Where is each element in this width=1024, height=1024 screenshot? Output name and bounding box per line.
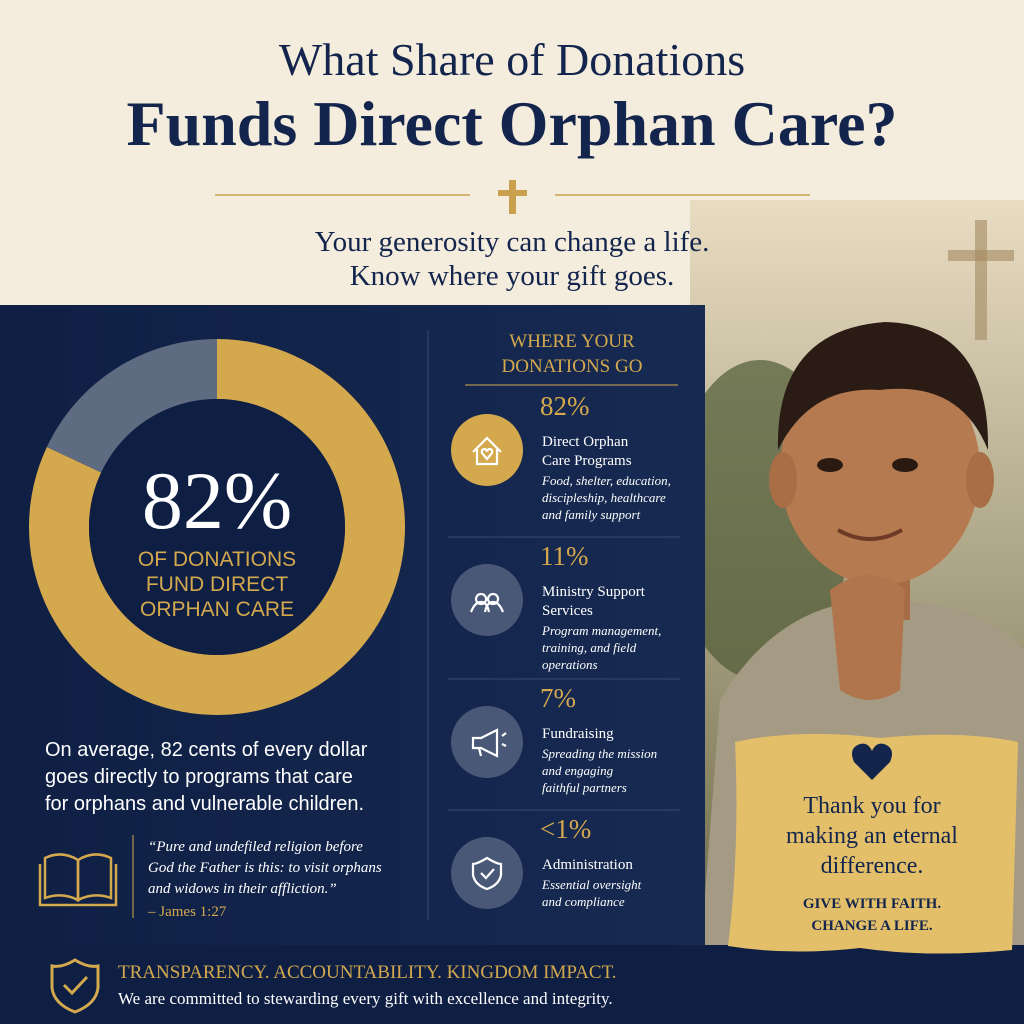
quote: and widows in their affliction.” (148, 881, 337, 897)
item-desc: Program management, (541, 623, 661, 638)
item-icon (471, 856, 503, 891)
subtitle: Know where your gift goes. (350, 260, 675, 292)
item-icon (469, 592, 505, 613)
item-desc: discipleship, healthcare (542, 490, 666, 505)
quote-source: – James 1:27 (147, 904, 227, 920)
item-title: Ministry Support (542, 584, 646, 600)
donut-chart (28, 339, 405, 715)
quote: “Pure and undefiled religion before (148, 839, 363, 855)
item-icon (471, 728, 507, 758)
footer-bg (0, 945, 1024, 1024)
item-title: Services (542, 603, 593, 619)
item-desc: and engaging (542, 763, 614, 778)
center-caption: FUND DIRECT (146, 573, 288, 596)
breakdown-heading: DONATIONS GO (502, 356, 643, 377)
item-percent: 7% (540, 683, 576, 713)
item-title: Direct Orphan (542, 434, 629, 450)
donut-hole (89, 399, 345, 655)
item-desc: and family support (542, 507, 641, 522)
bible-icon (38, 853, 118, 907)
tagline: CHANGE A LIFE. (811, 918, 933, 934)
center-caption: OF DONATIONS (138, 548, 296, 571)
thanks-card (728, 733, 1018, 954)
summary: goes directly to programs that care (45, 766, 353, 788)
item-desc: Essential oversight (541, 877, 642, 892)
item-icon-bg (451, 837, 523, 909)
summary: for orphans and vulnerable children. (45, 793, 364, 815)
subtitle: Your generosity can change a life. (315, 226, 710, 258)
item-percent: 11% (540, 541, 589, 571)
divider (215, 180, 810, 214)
item-desc: and compliance (542, 894, 625, 909)
item-title: Care Programs (542, 453, 632, 469)
thanks-text: Thank you for (803, 793, 940, 819)
footer-text: We are committed to stewarding every gif… (118, 989, 613, 1008)
donut-slice (28, 339, 405, 715)
breakdown-heading: WHERE YOUR (509, 331, 635, 352)
item-desc: Spreading the mission (542, 746, 657, 761)
item-desc: Food, shelter, education, (541, 473, 671, 488)
item-percent: 82% (540, 391, 590, 421)
item-desc: operations (542, 657, 598, 672)
center-value: 82% (142, 455, 292, 546)
item-desc: faithful partners (542, 780, 627, 795)
item-percent: <1% (540, 814, 591, 844)
title: Funds Direct Orphan Care? (127, 88, 898, 159)
item-desc: training, and field (542, 640, 637, 655)
thanks-text: making an eternal (786, 823, 958, 849)
item-icon (472, 436, 502, 466)
shield-icon (50, 958, 100, 1014)
thanks-text: difference. (821, 853, 924, 879)
quote: God the Father is this: to visit orphans (148, 860, 382, 876)
footer-headline: TRANSPARENCY. ACCOUNTABILITY. KINGDOM IM… (118, 962, 617, 983)
summary: On average, 82 cents of every dollar (45, 739, 368, 761)
tagline: GIVE WITH FAITH. (803, 896, 941, 912)
center-caption: ORPHAN CARE (140, 598, 294, 621)
title: What Share of Donations (279, 34, 745, 85)
donut-slice (46, 339, 217, 473)
item-title: Administration (542, 857, 633, 873)
breakdown-list: 82% Direct Orphan Care Programs Food, shelt… (448, 391, 680, 909)
heart-icon (852, 743, 892, 780)
item-icon-bg (451, 706, 523, 778)
item-title: Fundraising (542, 726, 614, 742)
